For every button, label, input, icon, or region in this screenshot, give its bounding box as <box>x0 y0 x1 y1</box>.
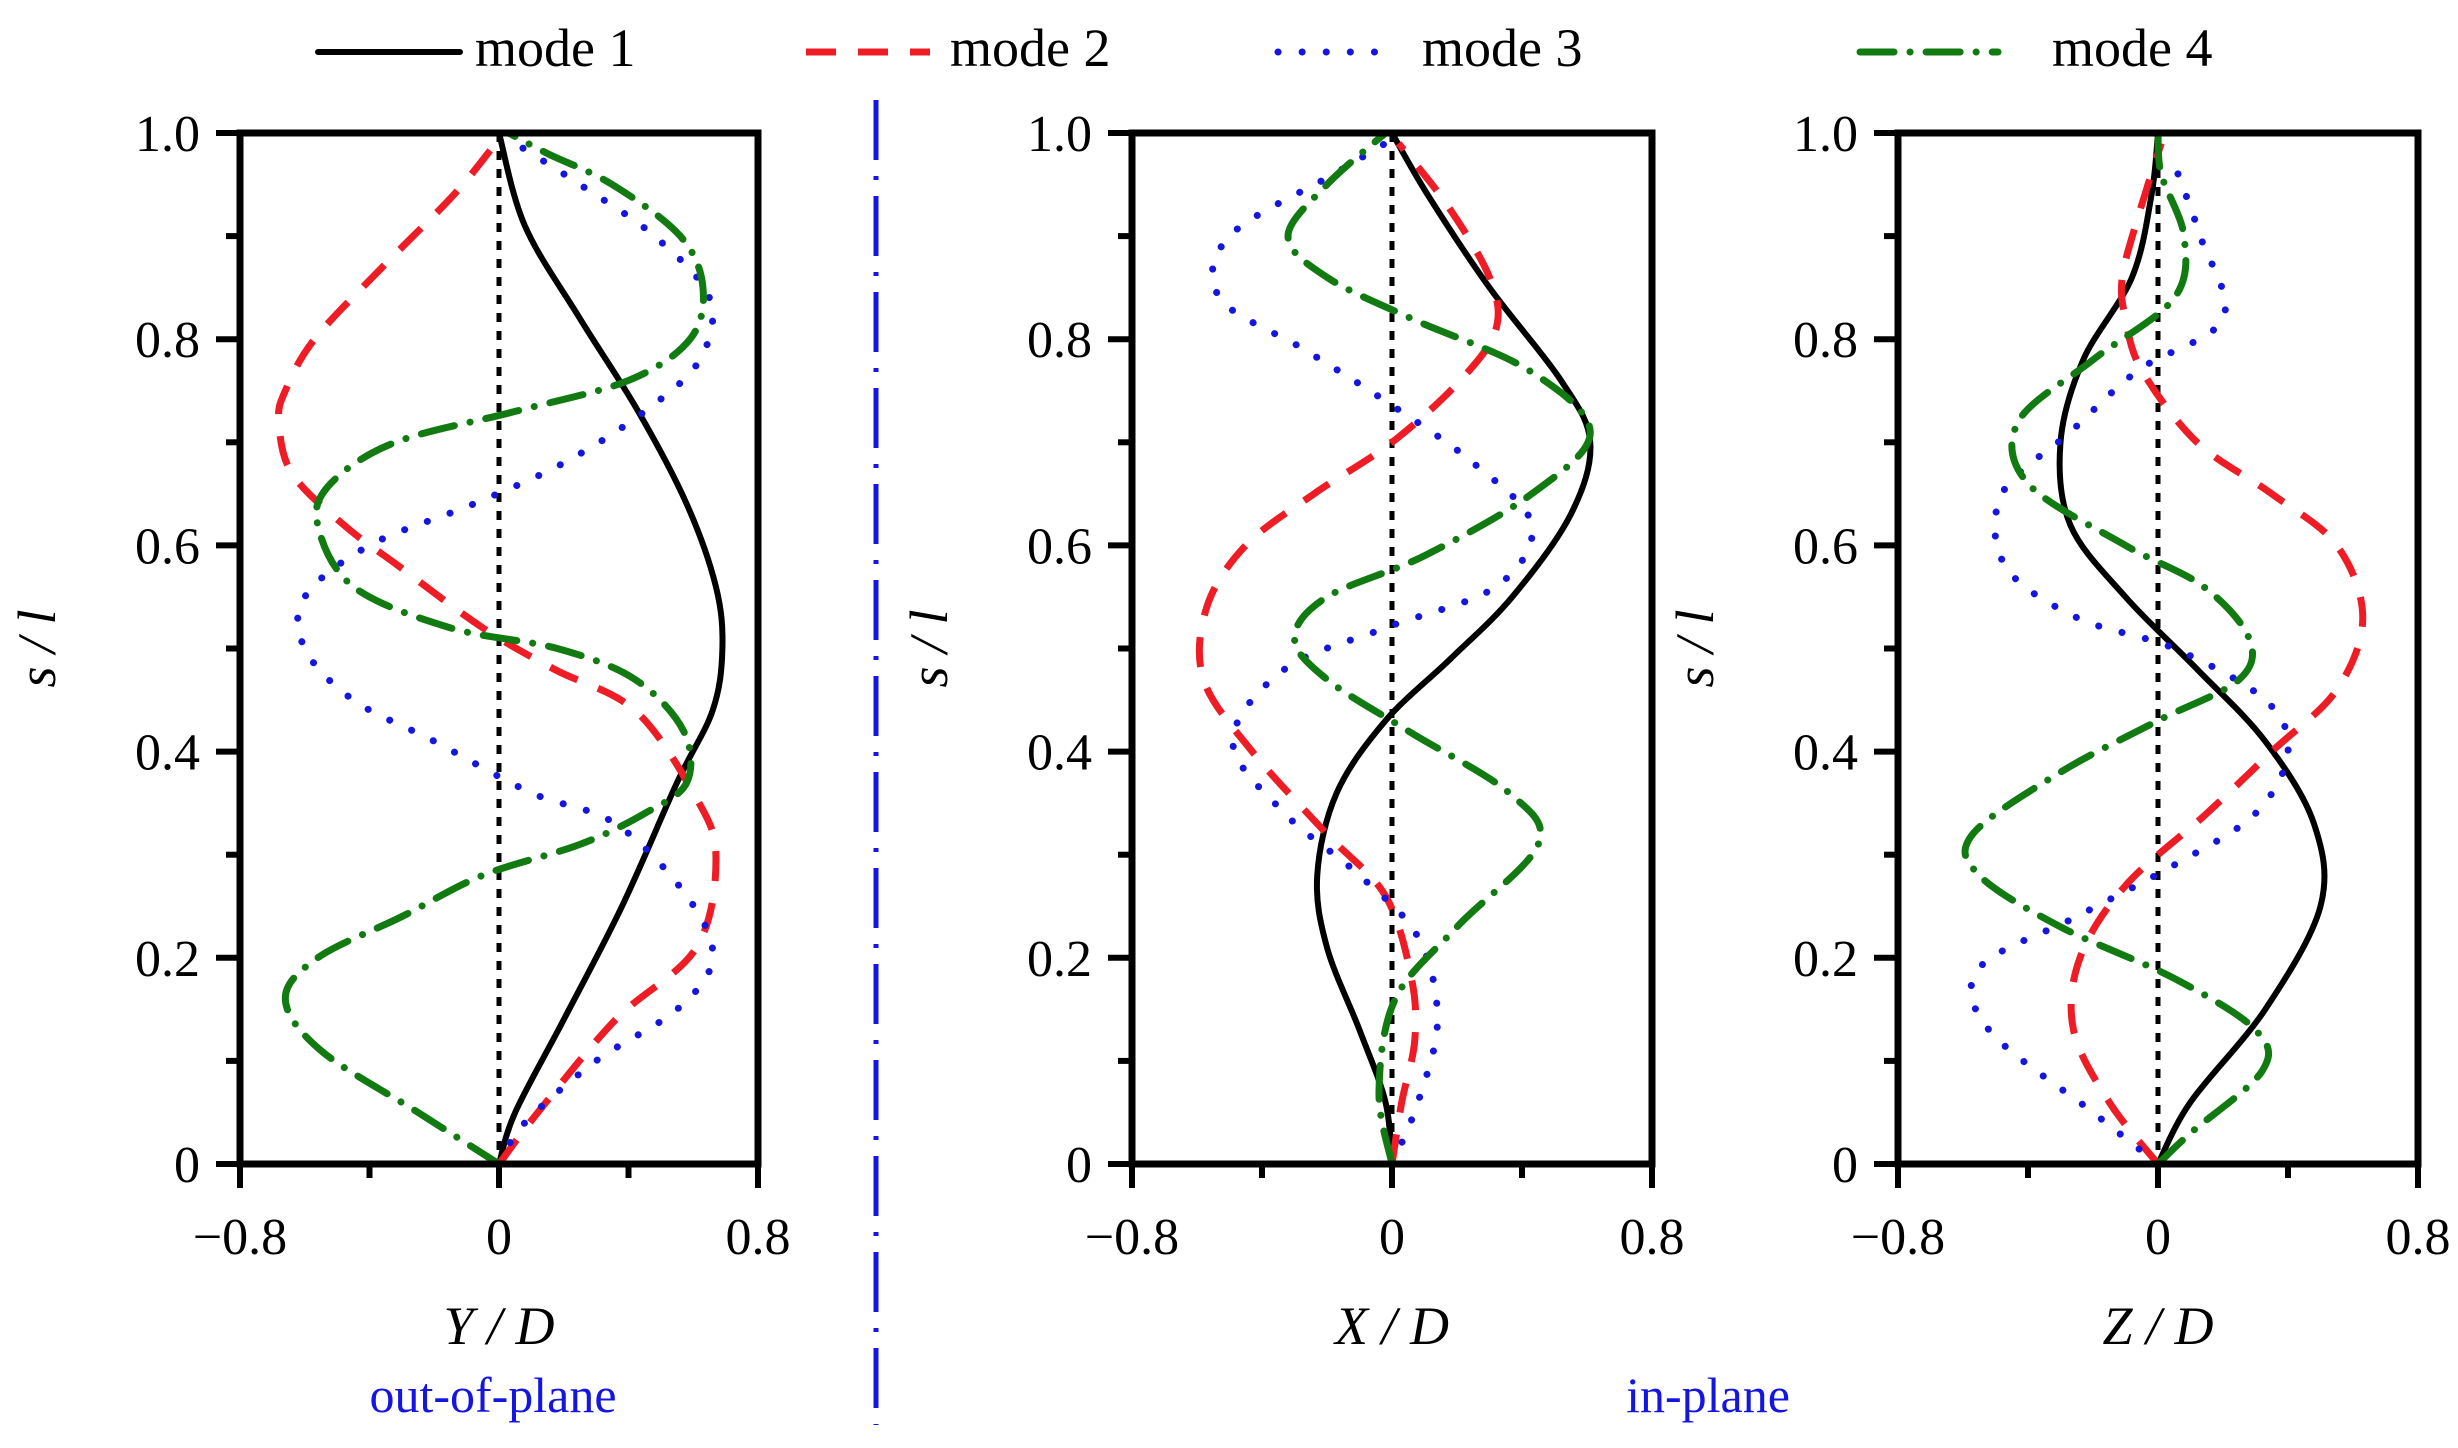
y-tick-label: 0.2 <box>1027 931 1092 988</box>
x-tick-label: −0.8 <box>193 1209 287 1266</box>
series-line-mode-2 <box>1195 141 1502 1165</box>
legend-label: mode 1 <box>475 18 635 78</box>
y-tick-label: 0.2 <box>1793 931 1858 988</box>
x-tick-label: 0.8 <box>726 1209 791 1266</box>
series-group <box>1961 129 2367 1168</box>
y-tick-label: 0 <box>1066 1137 1092 1194</box>
y-axis-label: s / l <box>7 609 67 687</box>
ticks <box>1874 130 2421 1188</box>
y-tick-label: 0.2 <box>135 931 200 988</box>
x-axis-label: X / D <box>1333 1296 1449 1356</box>
group-label-out-of-plane: out-of-plane <box>369 1367 616 1423</box>
x-tick-label: 0 <box>2145 1209 2171 1266</box>
series-line-mode-4 <box>1284 129 1594 1168</box>
ticks <box>216 130 761 1188</box>
x-tick-label: 0 <box>1379 1209 1405 1266</box>
y-axis-label: s / l <box>1665 609 1725 687</box>
legend-item-1: mode 1 <box>315 18 635 78</box>
x-tick-label: −0.8 <box>1085 1209 1179 1266</box>
series-line-mode-3 <box>294 139 717 1168</box>
legend-item-4: mode 4 <box>1856 18 2212 78</box>
y-tick-label: 0.4 <box>1793 725 1858 782</box>
y-tick-label: 1.0 <box>1793 106 1858 163</box>
y-tick-label: 0.4 <box>135 725 200 782</box>
series-line-mode-4 <box>1961 129 2273 1168</box>
x-axis-label: Y / D <box>443 1296 554 1356</box>
legend: mode 1 mode 2 mode 3 mode 4 <box>315 18 2212 78</box>
series-line-mode-3 <box>1208 139 1536 1168</box>
legend-label: mode 4 <box>2052 18 2212 78</box>
series-line-mode-4 <box>281 129 707 1168</box>
series-line-mode-1 <box>2056 130 2328 1167</box>
y-tick-label: 0.8 <box>1793 312 1858 369</box>
ticks <box>1108 130 1655 1188</box>
x-tick-label: −0.8 <box>1851 1209 1945 1266</box>
group-label-in-plane: in-plane <box>1626 1367 1790 1423</box>
legend-label: mode 2 <box>950 18 1110 78</box>
y-tick-label: 0.6 <box>1027 518 1092 575</box>
series-line-mode-2 <box>2067 142 2367 1167</box>
chart-panel-1: 0 0.2 0.4 0.6 0.8 1.0 −0.8 0 0.8 Y / D s / l <box>7 106 791 1356</box>
legend-label: mode 3 <box>1422 18 1582 78</box>
x-tick-label: 0.8 <box>2386 1209 2451 1266</box>
y-tick-label: 0 <box>174 1137 200 1194</box>
y-tick-label: 0.8 <box>1027 312 1092 369</box>
y-tick-label: 0.4 <box>1027 725 1092 782</box>
series-line-mode-2 <box>275 141 720 1167</box>
y-tick-label: 1.0 <box>1027 106 1092 163</box>
x-tick-label: 0 <box>486 1209 512 1266</box>
y-tick-label: 0.8 <box>135 312 200 369</box>
y-axis-label: s / l <box>899 609 959 687</box>
series-group <box>1195 129 1594 1168</box>
y-tick-label: 0 <box>1832 1137 1858 1194</box>
series-group <box>275 129 726 1168</box>
legend-item-3: mode 3 <box>1274 18 1582 78</box>
series-line-mode-1 <box>1313 130 1594 1167</box>
chart-panels: 0 0.2 0.4 0.6 0.8 1.0 −0.8 0 0.8 Y / D s / l 0 0.2 0.… <box>7 106 2451 1356</box>
chart-panel-2: 0 0.2 0.4 0.6 0.8 1.0 −0.8 0 0.8 X / D s / l <box>899 106 1685 1356</box>
y-tick-label: 0.6 <box>1793 518 1858 575</box>
legend-item-2: mode 2 <box>806 18 1110 78</box>
x-axis-label: Z / D <box>2102 1296 2213 1356</box>
y-tick-label: 1.0 <box>135 106 200 163</box>
x-tick-label: 0.8 <box>1620 1209 1685 1266</box>
chart-panel-3: 0 0.2 0.4 0.6 0.8 1.0 −0.8 0 0.8 Z / D s / l <box>1665 106 2451 1356</box>
series-line-mode-1 <box>496 130 726 1167</box>
y-tick-label: 0.6 <box>135 518 200 575</box>
